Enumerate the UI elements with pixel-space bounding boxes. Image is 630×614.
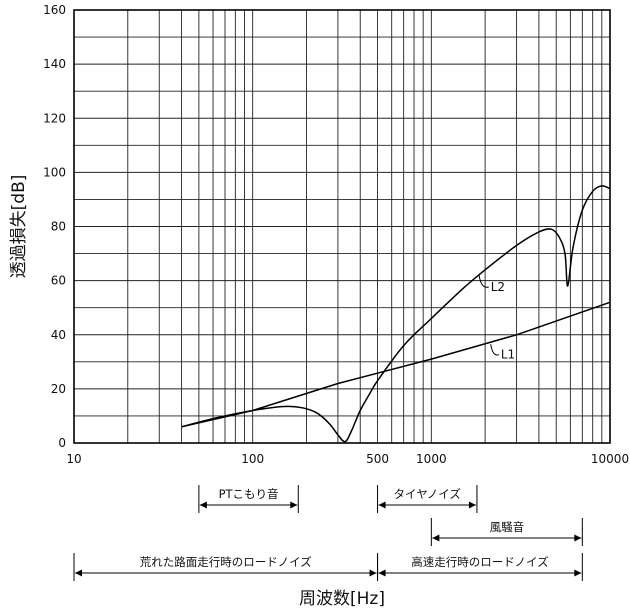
y-tick-label: 40 xyxy=(51,328,66,342)
annotation-arrowhead xyxy=(574,569,582,577)
annotation-arrowhead xyxy=(199,501,207,509)
annotation-label: PTこもり音 xyxy=(219,487,279,501)
y-tick-label: 20 xyxy=(51,382,66,396)
series-leader-l2 xyxy=(478,275,489,288)
y-tick-label: 100 xyxy=(43,165,66,179)
series-line-l2 xyxy=(181,185,611,443)
annotation-label: 荒れた路面走行時のロードノイズ xyxy=(140,555,312,569)
x-tick-label: 10000 xyxy=(591,452,629,466)
y-tick-label: 60 xyxy=(51,274,66,288)
x-axis-title: 周波数[Hz] xyxy=(299,589,385,609)
annotation-label: タイヤノイズ xyxy=(394,487,461,501)
annotation-arrowhead xyxy=(290,501,298,509)
y-tick-label: 120 xyxy=(43,111,66,125)
annotation-label: 高速走行時のロードノイズ xyxy=(411,555,548,569)
y-tick-label: 0 xyxy=(58,436,66,450)
x-tick-labels: 10 100 500 1000 10000 xyxy=(66,452,629,466)
x-tick-label: 1000 xyxy=(416,452,447,466)
series-label-l1: L1 xyxy=(501,348,515,362)
plot-frame xyxy=(73,9,611,444)
series-leader-l1 xyxy=(490,344,500,356)
annotation-arrowhead xyxy=(75,569,82,577)
series-group: L1 L2 xyxy=(181,185,611,443)
annotation-arrowhead xyxy=(468,501,476,509)
y-tick-label: 140 xyxy=(43,57,66,71)
x-tick-label: 100 xyxy=(241,452,264,466)
x-tick-label: 10 xyxy=(66,452,81,466)
y-tick-labels: 0 20 40 60 80 100 120 140 160 xyxy=(43,3,66,450)
series-line-l1 xyxy=(181,301,611,428)
grid xyxy=(73,9,610,444)
y-tick-label: 80 xyxy=(51,220,66,234)
x-tick-label: 500 xyxy=(366,452,389,466)
y-tick-label: 160 xyxy=(43,3,66,17)
annotation-arrowhead xyxy=(574,534,582,542)
annotation-arrowhead xyxy=(378,569,386,577)
series-label-l2: L2 xyxy=(491,280,505,294)
y-axis-title: 透過損失[dB] xyxy=(9,175,29,279)
annotation-label: 風騒音 xyxy=(490,520,525,534)
plot-border xyxy=(73,9,611,444)
annotation-arrowhead xyxy=(378,501,386,509)
annotation-arrowhead xyxy=(432,534,440,542)
annotation-arrowhead xyxy=(369,569,377,577)
